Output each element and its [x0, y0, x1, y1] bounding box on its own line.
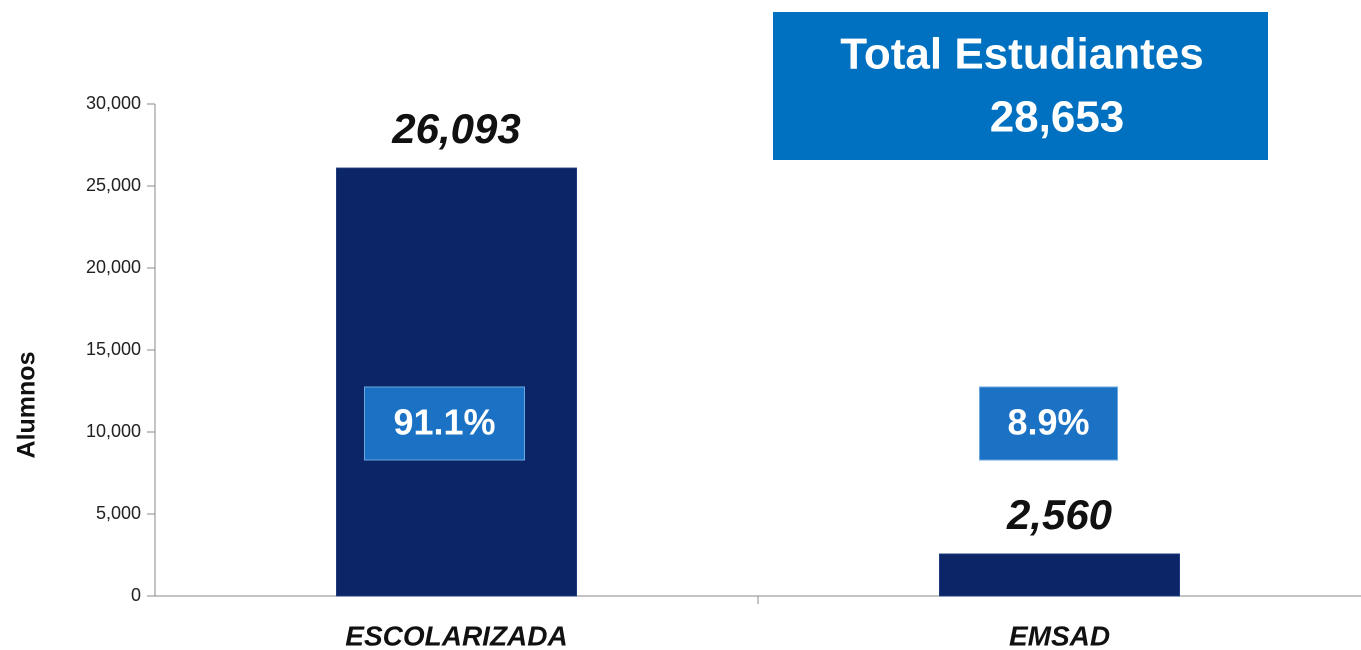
- value-label: 2,560: [1006, 491, 1112, 538]
- bar: [336, 167, 577, 597]
- percent-label: 91.1%: [393, 402, 495, 443]
- y-tick-label: 25,000: [86, 175, 141, 195]
- total-value: 28,653: [990, 93, 1125, 142]
- y-tick-label: 20,000: [86, 257, 141, 277]
- y-axis-label: Alumnos: [13, 352, 41, 459]
- y-tick-label: 15,000: [86, 339, 141, 359]
- percent-label: 8.9%: [1007, 402, 1089, 443]
- total-box: [773, 12, 1268, 160]
- y-tick-label: 10,000: [86, 421, 141, 441]
- y-tick-label: 5,000: [96, 503, 141, 523]
- value-label: 26,093: [391, 105, 520, 152]
- y-tick-label: 30,000: [86, 93, 141, 113]
- percent-box: [979, 386, 1118, 461]
- y-tick-label: 0: [131, 585, 141, 605]
- total-title: Total Estudiantes: [840, 30, 1203, 79]
- x-tick-label: ESCOLARIZADA: [345, 620, 567, 650]
- bar: [939, 553, 1180, 597]
- x-tick-label: EMSAD: [1009, 620, 1110, 650]
- percent-box: [364, 386, 525, 461]
